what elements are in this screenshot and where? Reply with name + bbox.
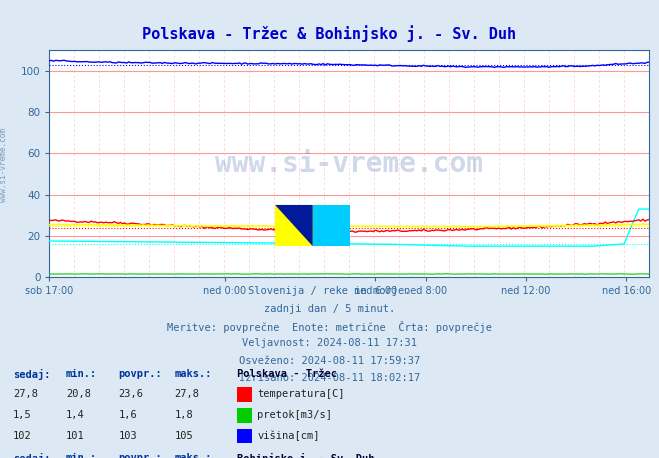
Text: 27,8: 27,8 <box>13 389 38 399</box>
Text: www.si-vreme.com: www.si-vreme.com <box>215 150 483 178</box>
Text: Izrisano: 2024-08-11 18:02:17: Izrisano: 2024-08-11 18:02:17 <box>239 373 420 383</box>
Text: www.si-vreme.com: www.si-vreme.com <box>0 128 8 202</box>
Polygon shape <box>275 205 313 246</box>
Text: 101: 101 <box>66 431 84 441</box>
Text: 103: 103 <box>119 431 137 441</box>
Text: sedaj:: sedaj: <box>13 369 51 380</box>
Text: min.:: min.: <box>66 453 97 458</box>
Text: 20,8: 20,8 <box>66 389 91 399</box>
Text: temperatura[C]: temperatura[C] <box>257 389 345 399</box>
Bar <box>313 205 351 246</box>
Text: višina[cm]: višina[cm] <box>257 431 320 441</box>
Text: maks.:: maks.: <box>175 369 212 379</box>
Text: 27,8: 27,8 <box>175 389 200 399</box>
Text: Slovenija / reke in morje.: Slovenija / reke in morje. <box>248 286 411 296</box>
Text: 1,5: 1,5 <box>13 410 32 420</box>
Text: Bohinjsko j. - Sv. Duh: Bohinjsko j. - Sv. Duh <box>237 453 375 458</box>
Bar <box>275 205 313 246</box>
Text: 1,6: 1,6 <box>119 410 137 420</box>
Text: Meritve: povprečne  Enote: metrične  Črta: povprečje: Meritve: povprečne Enote: metrične Črta:… <box>167 321 492 333</box>
Text: Veljavnost: 2024-08-11 17:31: Veljavnost: 2024-08-11 17:31 <box>242 338 417 349</box>
Text: Polskava - Tržec & Bohinjsko j. - Sv. Duh: Polskava - Tržec & Bohinjsko j. - Sv. Du… <box>142 25 517 42</box>
Text: 105: 105 <box>175 431 193 441</box>
Text: povpr.:: povpr.: <box>119 369 162 379</box>
Text: 1,4: 1,4 <box>66 410 84 420</box>
Text: 23,6: 23,6 <box>119 389 144 399</box>
Text: Polskava - Tržec: Polskava - Tržec <box>237 369 337 379</box>
Text: Osveženo: 2024-08-11 17:59:37: Osveženo: 2024-08-11 17:59:37 <box>239 356 420 366</box>
Text: 1,8: 1,8 <box>175 410 193 420</box>
Text: pretok[m3/s]: pretok[m3/s] <box>257 410 332 420</box>
Text: povpr.:: povpr.: <box>119 453 162 458</box>
Text: zadnji dan / 5 minut.: zadnji dan / 5 minut. <box>264 304 395 314</box>
Text: 102: 102 <box>13 431 32 441</box>
Text: min.:: min.: <box>66 369 97 379</box>
Text: sedaj:: sedaj: <box>13 453 51 458</box>
Text: maks.:: maks.: <box>175 453 212 458</box>
